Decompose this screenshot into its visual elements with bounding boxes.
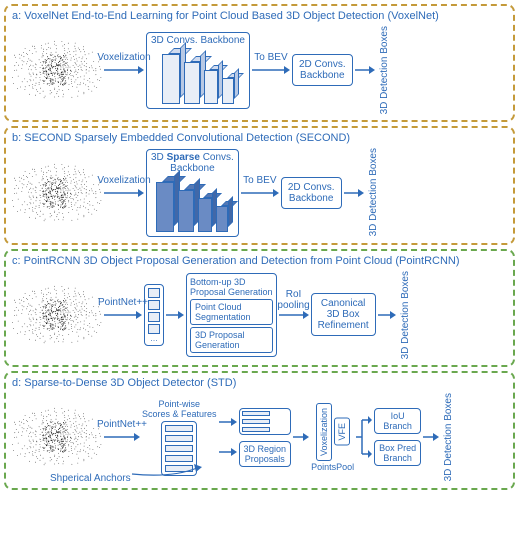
arrow-out	[423, 431, 439, 443]
backbone-2d: 2D Convs. Backbone	[292, 54, 353, 86]
output-label: 3D Detection Boxes	[443, 393, 454, 481]
arrow-pointnet: PointNet++	[104, 309, 142, 321]
vfe-box: VFE	[334, 418, 350, 446]
arrow-out	[378, 309, 396, 321]
pointnet-features: …	[144, 284, 164, 346]
output-label: 3D Detection Boxes	[379, 26, 390, 114]
arrow-out	[355, 64, 375, 76]
panel-title: b: SECOND Sparsely Embedded Convolutiona…	[12, 132, 507, 144]
arrow-voxelization: Voxelization	[104, 64, 144, 76]
proposal-group: Bottom-up 3D Proposal Generation Point C…	[186, 273, 277, 357]
score-bars	[239, 408, 292, 435]
pointspool-group: Voxelization VFE PointsPool	[311, 403, 354, 472]
output-label: 3D Detection Boxes	[400, 271, 411, 359]
backbone-3d: 3D Convs. Backbone	[146, 32, 250, 109]
arrow-tobev: To BEV	[252, 64, 290, 76]
std-mid2: 3D Region Proposals	[239, 408, 292, 467]
panel-second: b: SECOND Sparsely Embedded Convolutiona…	[4, 126, 515, 244]
arrow-pointnet: PointNet++	[104, 431, 140, 443]
segmentation-box: Point Cloud Segmentation	[190, 299, 273, 325]
arrow-roi: RoI pooling	[279, 309, 309, 321]
flow-row: PointNet++ Point-wise Scores & Features …	[12, 393, 507, 481]
iou-branch: IoU Branch	[374, 408, 421, 434]
flow-row: PointNet++ … Bottom-up 3D Proposal Gener…	[12, 271, 507, 359]
panel-pointrcnn: c: PointRCNN 3D Object Proposal Generati…	[4, 249, 515, 367]
arrow-tobev: To BEV	[241, 187, 279, 199]
branches: IoU Branch Box Pred Branch	[374, 408, 421, 466]
backbone-3d-sparse: 3D Sparse Convs.Backbone	[146, 149, 239, 237]
panel-title: d: Sparse-to-Dense 3D Object Detector (S…	[12, 377, 507, 389]
arrow	[293, 431, 309, 443]
pointcloud-image	[12, 30, 102, 110]
arrow	[166, 309, 184, 321]
panel-title: a: VoxelNet End-to-End Learning for Poin…	[12, 10, 507, 22]
output-label: 3D Detection Boxes	[368, 148, 379, 236]
panel-title: c: PointRCNN 3D Object Proposal Generati…	[12, 255, 507, 267]
proposal-box: 3D Proposal Generation	[190, 327, 273, 353]
flow-row: Voxelization 3D Sparse Convs.Backbone To…	[12, 148, 507, 236]
voxelization-box: Voxelization	[316, 403, 332, 461]
backbone-2d: 2D Convs. Backbone	[281, 177, 342, 209]
flow-row: Voxelization 3D Convs. Backbone To BEV 2…	[12, 26, 507, 114]
arrow-split	[219, 402, 237, 472]
arrow-branches	[356, 402, 372, 472]
panel-std: d: Sparse-to-Dense 3D Object Detector (S…	[4, 371, 515, 489]
pointcloud-image	[12, 153, 102, 233]
arrow-voxelization: Voxelization	[104, 187, 144, 199]
panel-voxelnet: a: VoxelNet End-to-End Learning for Poin…	[4, 4, 515, 122]
spherical-arrow	[82, 460, 202, 480]
boxpred-branch: Box Pred Branch	[374, 440, 421, 466]
refinement-box: Canonical 3D Box Refinement	[311, 293, 376, 336]
arrow-out	[344, 187, 364, 199]
pointcloud-image	[12, 275, 102, 355]
region-proposals: 3D Region Proposals	[239, 441, 292, 467]
